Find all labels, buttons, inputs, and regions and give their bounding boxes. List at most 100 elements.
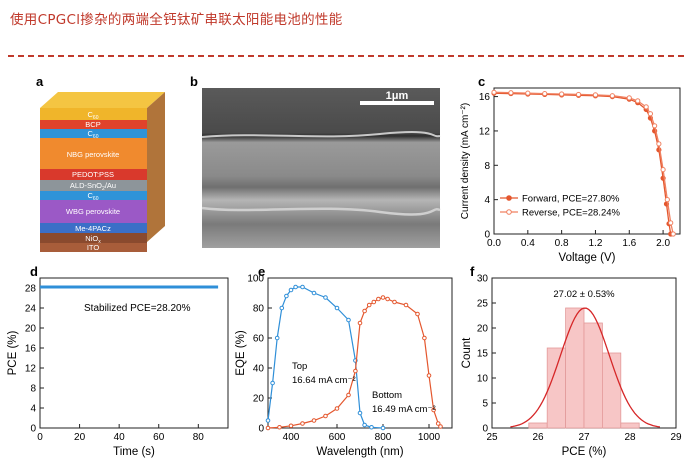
jv-xlabel: Voltage (V) [559, 252, 616, 264]
jv-legend-marker [506, 195, 512, 201]
eqe-point-top [346, 317, 351, 323]
hist-bar [528, 422, 548, 429]
jv-point-reverse [491, 89, 497, 95]
layer-c60-2 [40, 191, 147, 200]
layer-ald-sno2-au [40, 180, 147, 191]
eqe-point-bottom [311, 418, 317, 423]
stab-xtick-label: 80 [193, 432, 205, 443]
eqe-point-bottom [385, 296, 390, 302]
jv-frame [493, 87, 681, 235]
stab-ytick-label: 20 [25, 324, 37, 335]
hist-xlabel: PCE (%) [562, 446, 607, 458]
hist-bar [565, 307, 585, 429]
label-c60-1: C60 [88, 129, 99, 140]
eqe-xtick-label: 1000 [418, 432, 441, 443]
eqe-point-bottom [435, 421, 441, 426]
stab-ytick-label: 12 [25, 364, 37, 375]
eqe-xtick-label: 600 [329, 432, 346, 443]
jv-point-reverse [647, 111, 654, 117]
label-pedot-pss: PEDOT:PSS [72, 170, 114, 179]
eqe-point-bottom [380, 295, 386, 300]
jv-point-reverse [626, 95, 632, 101]
layer-niox [40, 233, 147, 243]
hist-xtick-label: 25 [486, 432, 498, 443]
jv-xtick-label: 2.0 [656, 238, 670, 249]
hist-bar [620, 422, 640, 429]
jv-point-reverse [656, 141, 662, 147]
scale-bar [360, 101, 434, 105]
eqe-point-top [323, 295, 328, 300]
eqe-ytick-label: 60 [253, 334, 265, 345]
hist-ylabel: Count [461, 337, 473, 368]
jv-point-reverse [609, 93, 615, 99]
stab-xtick-label: 60 [153, 432, 165, 443]
hist-bar [546, 347, 567, 429]
chart-eqe: 400 600 800 1000 0 20 40 60 80 100 Wavelength (nm)… [235, 274, 453, 458]
scale-bar-label: 1μm [386, 90, 409, 102]
eqe-point-bottom [415, 311, 420, 317]
panel-a-letter: a [36, 74, 44, 89]
eqe-ylabel: EQE (%) [235, 330, 247, 376]
label-bcp: BCP [85, 120, 100, 129]
eqe-point-bottom [265, 425, 271, 431]
eqe-bottom-label: Bottom [372, 390, 402, 401]
eqe-point-top [311, 290, 317, 296]
eqe-point-bottom [438, 424, 443, 429]
jv-point-reverse [508, 90, 514, 96]
eqe-point-bottom [422, 335, 427, 341]
jv-point-reverse [668, 220, 674, 226]
jv-point-reverse [652, 123, 658, 129]
hist-annotation: 27.02 ± 0.53% [553, 289, 615, 300]
jv-point-reverse [670, 231, 676, 237]
jv-point-reverse [542, 90, 548, 97]
jv-xtick-label: 0.8 [555, 238, 569, 249]
eqe-xlabel: Wavelength (nm) [316, 446, 403, 458]
panel-b-letter: b [190, 74, 198, 89]
eqe-point-bottom [371, 299, 377, 305]
jv-point-reverse [559, 91, 565, 97]
stab-frame [39, 277, 229, 429]
hist-bar [602, 352, 622, 429]
eqe-point-bottom [403, 302, 409, 308]
eqe-point-top [288, 287, 294, 293]
jv-point-reverse [592, 92, 599, 98]
eqe-point-top [357, 410, 363, 416]
eqe-point-bottom [277, 424, 282, 430]
eqe-point-top [284, 293, 289, 299]
stab-xtick-label: 20 [74, 432, 86, 443]
hist-ytick-label: 15 [477, 349, 489, 360]
header-divider [8, 55, 684, 57]
stab-ytick-label: 28 [25, 284, 37, 295]
label-c60-2: C60 [88, 191, 99, 202]
jv-point-reverse [643, 104, 649, 110]
eqe-bottom-jsc: 16.49 mA cm⁻² [372, 404, 436, 415]
layer-nbg-perovskite [40, 138, 147, 169]
device-stack: C60 BCP C60 NBG perovskite PEDOT:PSS ALD… [40, 92, 165, 252]
eqe-point-bottom [346, 392, 351, 398]
hist-ytick-label: 5 [482, 399, 488, 410]
layer-c60-1 [40, 129, 147, 138]
eqe-point-bottom [362, 308, 367, 314]
eqe-series-top [267, 286, 384, 429]
hist-xtick-label: 26 [532, 432, 544, 443]
stab-ytick-label: 24 [25, 304, 37, 315]
eqe-point-top [362, 422, 367, 428]
stab-xtick-label: 40 [114, 432, 126, 443]
eqe-point-bottom [376, 296, 381, 302]
jv-xtick-label: 0.4 [521, 238, 535, 249]
jv-xtick-label: 1.2 [589, 238, 603, 249]
jv-point-reverse [664, 197, 670, 203]
stab-annotation: Stabilized PCE=28.20% [84, 303, 191, 314]
panel-d-letter: d [30, 264, 38, 279]
eqe-point-bottom [392, 299, 397, 305]
eqe-ytick-label: 80 [253, 304, 265, 315]
jv-point-reverse [575, 91, 582, 98]
layer-bcp [40, 120, 147, 129]
eqe-xtick-label: 400 [283, 432, 300, 443]
eqe-point-top [279, 305, 285, 311]
label-niox: NiOx [85, 234, 101, 245]
stack-top-face [40, 92, 165, 108]
eqe-point-top [369, 424, 374, 430]
eqe-point-bottom [431, 407, 436, 413]
